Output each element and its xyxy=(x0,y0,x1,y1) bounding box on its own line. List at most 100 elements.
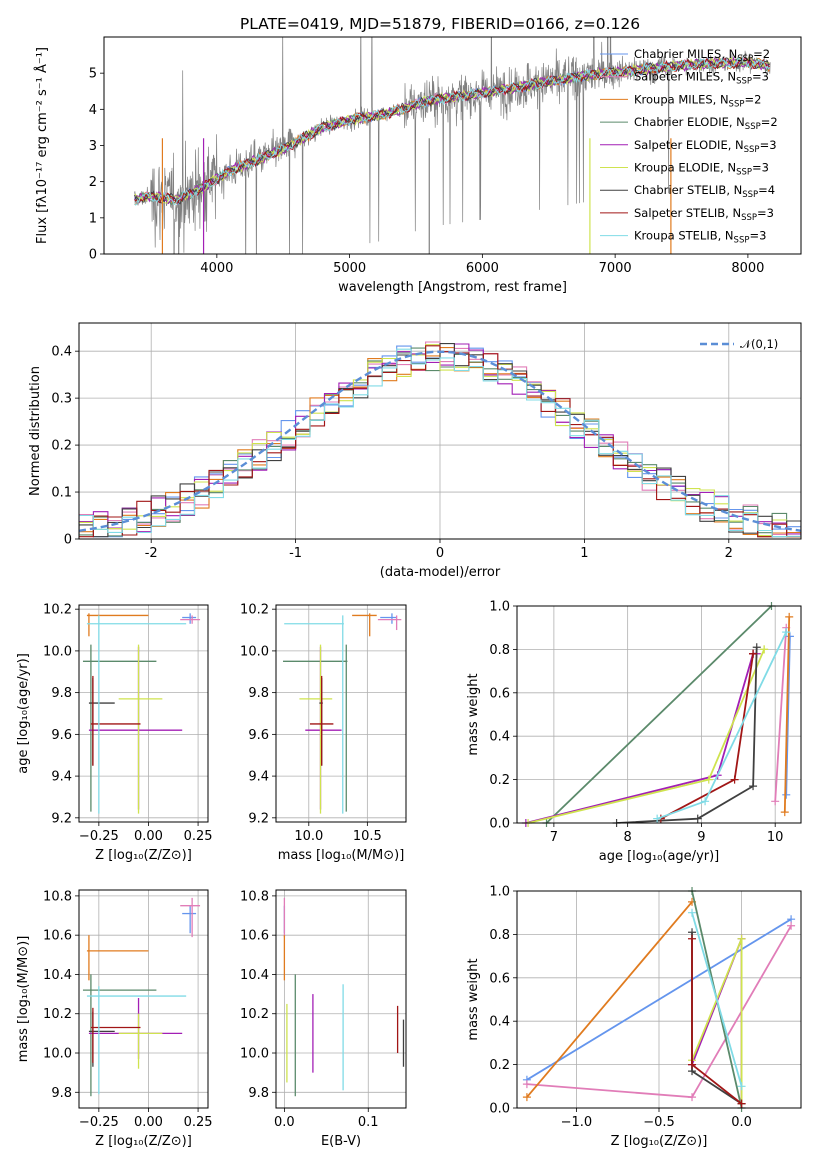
legend-value: =3 xyxy=(757,206,774,220)
x-tick-label: −0.25 xyxy=(79,1115,119,1130)
x-tick-label: 7 xyxy=(550,830,558,845)
x-axis-label: Z [log₁₀(Z/Z⊙)] xyxy=(95,1134,192,1149)
y-tick-label: 9.6 xyxy=(248,728,269,743)
y-tick-label: 9.4 xyxy=(248,770,269,785)
x-axis-label: Z [log₁₀(Z/Z⊙)] xyxy=(611,1134,708,1149)
axes-frame xyxy=(78,322,802,540)
legend-value: =4 xyxy=(758,183,775,197)
y-axis-label: age [log₁₀(age/yr)] xyxy=(16,653,31,774)
residual-histogram xyxy=(79,348,801,538)
model-spectrum-line xyxy=(134,57,770,204)
legend-entry: Chabrier MILES, NSSP=2 xyxy=(634,47,770,64)
y-tick-label: 10.0 xyxy=(43,644,72,659)
y-tick-label: 10.2 xyxy=(240,1007,269,1022)
axes-frame xyxy=(103,36,802,255)
legend-subscript: SSP xyxy=(734,236,750,246)
weight-marker xyxy=(782,790,791,799)
y-tick-label: 0.3 xyxy=(51,392,72,407)
x-tick-label: 0.0 xyxy=(274,1115,295,1130)
weight-line xyxy=(783,616,791,813)
x-tick-label: −0.25 xyxy=(79,829,119,844)
x-tick-label: 10 xyxy=(767,830,784,845)
weight-line xyxy=(525,652,757,823)
y-tick-label: 10.0 xyxy=(240,644,269,659)
weight-line xyxy=(774,627,788,802)
y-tick-label: 9.8 xyxy=(248,1086,269,1101)
y-tick-label: 0.4 xyxy=(489,730,510,745)
figure-title: PLATE=0419, MJD=51879, FIBERID=0166, z=0… xyxy=(240,15,640,33)
x-tick-label: 1 xyxy=(580,546,588,561)
x-tick-label: 0.25 xyxy=(184,1115,213,1130)
weight-line xyxy=(545,606,773,823)
legend-value: =3 xyxy=(760,138,777,152)
model-spectrum-line xyxy=(134,56,771,206)
weight-marker xyxy=(780,808,789,817)
x-tick-label: 2 xyxy=(725,546,733,561)
observed-spectrum xyxy=(134,37,771,254)
x-tick-label: 0.00 xyxy=(134,829,163,844)
y-tick-label: 10.4 xyxy=(240,968,269,983)
weight-marker xyxy=(752,643,761,652)
x-tick-label: 9 xyxy=(697,830,705,845)
weight-marker xyxy=(688,1060,697,1069)
x-axis-label: Z [log₁₀(Z/Z⊙)] xyxy=(95,848,192,863)
x-tick-label: 0 xyxy=(436,546,444,561)
x-tick-label: 10.5 xyxy=(353,829,382,844)
axes-frame xyxy=(78,889,209,1109)
legend-value: =3 xyxy=(749,229,766,243)
y-tick-label: 9.2 xyxy=(51,811,72,826)
x-tick-label: 0.0 xyxy=(731,1115,752,1130)
legend-entry: Salpeter ELODIE, NSSP=3 xyxy=(634,138,777,155)
spectrum-legend: Chabrier MILES, NSSP=2 Salpeter MILES, NS… xyxy=(600,47,778,246)
y-tick-label: 5 xyxy=(89,67,97,82)
x-tick-label: 7000 xyxy=(599,261,632,276)
x-tick-label: 0.00 xyxy=(134,1115,163,1130)
x-tick-label: 0.25 xyxy=(184,829,213,844)
legend-subscript: SSP xyxy=(729,99,745,109)
model-spectrum-line xyxy=(134,57,771,205)
legend-subscript: SSP xyxy=(737,54,753,64)
legend-subscript: SSP xyxy=(744,145,760,155)
weight-marker xyxy=(693,814,702,823)
y-tick-label: 10.0 xyxy=(240,1047,269,1062)
y-tick-label: 0.1 xyxy=(51,486,72,501)
y-tick-label: 9.6 xyxy=(51,728,72,743)
x-tick-label: −1.0 xyxy=(561,1115,593,1130)
y-tick-label: 0.2 xyxy=(51,439,72,454)
weight-line xyxy=(656,631,788,820)
y-tick-label: 0.6 xyxy=(489,971,510,986)
mass-vs-ebv-panel: 0.0 0.1 9.8 10.0 10.2 10.4 10.6 10.8 E(B-V) xyxy=(240,889,407,1149)
x-tick-label: −0.5 xyxy=(643,1115,675,1130)
legend-subscript: SSP xyxy=(736,168,752,178)
age-vs-metallicity-panel: −0.25 0.00 0.25 9.2 9.4 9.6 9.8 10.0 10.2 Z [log₁… xyxy=(16,603,213,863)
x-tick-label: 0.1 xyxy=(358,1115,379,1130)
weight-marker xyxy=(704,775,713,784)
legend-subscript: SSP xyxy=(736,77,752,87)
weight-marker xyxy=(522,1093,531,1102)
y-tick-label: 9.4 xyxy=(51,770,72,785)
legend-value: =2 xyxy=(744,92,761,106)
y-tick-label: 0 xyxy=(89,248,97,263)
weight-line xyxy=(691,912,743,1087)
model-spectrum-line xyxy=(134,56,771,206)
weight-marker xyxy=(522,1080,531,1089)
age-vs-mass-panel: 10.0 10.5 9.2 9.4 9.6 9.8 10.0 10.2 mass [log₁₀(… xyxy=(240,603,407,863)
weight-line xyxy=(526,918,792,1081)
y-tick-label: 10.8 xyxy=(43,889,72,904)
weight-marker xyxy=(730,775,739,784)
x-tick-label: -1 xyxy=(289,546,302,561)
axes-frame xyxy=(275,889,407,1109)
legend-entry: Salpeter STELIB, NSSP=3 xyxy=(634,206,774,223)
weight-line xyxy=(785,636,791,795)
y-tick-label: 10.8 xyxy=(240,889,269,904)
weight-marker xyxy=(737,934,746,943)
legend-value: =2 xyxy=(753,47,770,61)
y-tick-label: 0.6 xyxy=(489,686,510,701)
y-tick-label: 9.2 xyxy=(248,811,269,826)
x-axis-label: E(B-V) xyxy=(321,1134,361,1149)
legend-value: =2 xyxy=(761,115,778,129)
y-tick-label: 0.0 xyxy=(489,817,510,832)
legend-subscript: SSP xyxy=(742,190,758,200)
x-tick-label: 10.0 xyxy=(294,829,323,844)
